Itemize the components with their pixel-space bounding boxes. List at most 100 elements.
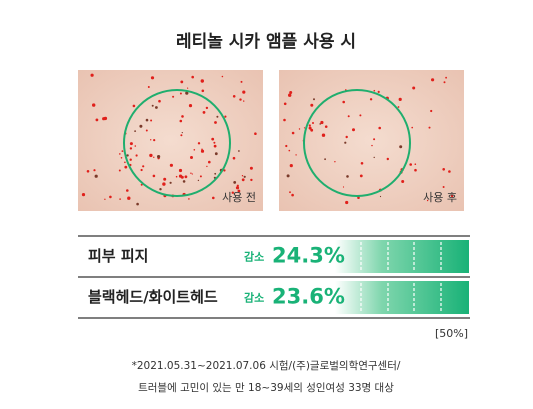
spot — [345, 200, 349, 205]
result-label: 블랙헤드/화이트헤드 — [88, 288, 218, 306]
spot — [426, 199, 429, 202]
spot — [232, 156, 236, 160]
spot — [401, 180, 405, 183]
spot — [119, 198, 121, 200]
spot — [320, 120, 324, 125]
spot — [149, 153, 153, 158]
spot — [289, 191, 291, 194]
spot — [104, 198, 106, 200]
spot — [180, 134, 183, 137]
spot — [224, 115, 227, 118]
result-bar — [335, 281, 469, 314]
change-label: 감소 — [244, 291, 264, 305]
footnote: *2021.05.31~2021.07.06 시험/(주)글로벌의학연구센터/ — [132, 360, 401, 372]
spot — [191, 173, 193, 175]
spot — [319, 123, 322, 125]
spot — [239, 98, 242, 101]
spot — [254, 132, 257, 135]
spot — [249, 166, 253, 170]
spot — [185, 91, 189, 95]
spot — [150, 139, 152, 141]
spot — [150, 119, 153, 122]
spot — [121, 150, 124, 153]
spot — [124, 161, 126, 164]
spot — [150, 76, 155, 80]
spot — [136, 202, 139, 206]
spot — [187, 87, 189, 89]
spot — [102, 117, 106, 121]
spot — [399, 145, 403, 149]
spot — [291, 131, 295, 135]
spot — [201, 89, 205, 93]
spot — [412, 86, 416, 90]
photo-label: 사용 후 — [423, 191, 457, 204]
spot — [233, 181, 237, 184]
spot — [235, 186, 240, 190]
spot — [324, 125, 328, 128]
spot — [298, 128, 301, 130]
spot — [283, 102, 287, 106]
spot — [291, 193, 294, 197]
spot — [411, 126, 414, 129]
spot — [414, 163, 417, 165]
spot — [81, 193, 86, 197]
spot — [188, 104, 193, 108]
spot — [182, 180, 186, 183]
spot — [152, 174, 156, 178]
spot — [295, 154, 297, 156]
spot — [163, 177, 167, 181]
spot — [443, 81, 446, 84]
spot — [190, 156, 193, 159]
spot — [180, 175, 184, 179]
results: 피부 피지 감소 24.3%블랙헤드/화이트헤드 감소 23.6% — [88, 240, 469, 314]
spot — [179, 92, 182, 95]
spot — [126, 154, 129, 157]
spot — [377, 90, 380, 93]
spot — [159, 188, 162, 191]
spot — [242, 90, 246, 94]
spot — [129, 147, 133, 150]
spot — [132, 104, 136, 108]
spot — [211, 137, 215, 141]
spot — [191, 75, 194, 79]
spot — [442, 168, 446, 171]
spot — [286, 174, 290, 178]
spot — [237, 189, 241, 193]
spot — [155, 106, 158, 109]
spot — [360, 162, 364, 165]
spot — [118, 169, 121, 172]
photo-after — [279, 70, 464, 211]
spot — [379, 195, 382, 198]
spot — [153, 156, 155, 158]
spot — [147, 86, 150, 88]
spot — [369, 98, 373, 101]
spot — [142, 165, 145, 168]
spot — [397, 106, 400, 108]
spot — [178, 168, 183, 173]
spot — [200, 149, 205, 153]
spot — [321, 133, 326, 137]
spot — [157, 155, 161, 159]
spot — [289, 164, 293, 168]
spot — [158, 99, 161, 103]
spot — [140, 168, 143, 172]
spot — [409, 163, 413, 166]
spot — [241, 178, 245, 182]
spot — [345, 135, 348, 139]
spot — [240, 80, 243, 83]
spot — [232, 95, 236, 98]
spot — [414, 168, 417, 172]
spot — [346, 175, 349, 178]
spot — [206, 165, 208, 168]
photo-before — [78, 70, 263, 211]
spot — [93, 169, 96, 172]
spot — [430, 109, 433, 113]
spot — [214, 152, 218, 156]
spot — [221, 75, 224, 78]
spot — [151, 104, 154, 107]
spot — [371, 144, 373, 147]
spot — [145, 129, 148, 132]
spot — [347, 115, 350, 118]
result-label: 피부 피지 — [88, 247, 148, 265]
